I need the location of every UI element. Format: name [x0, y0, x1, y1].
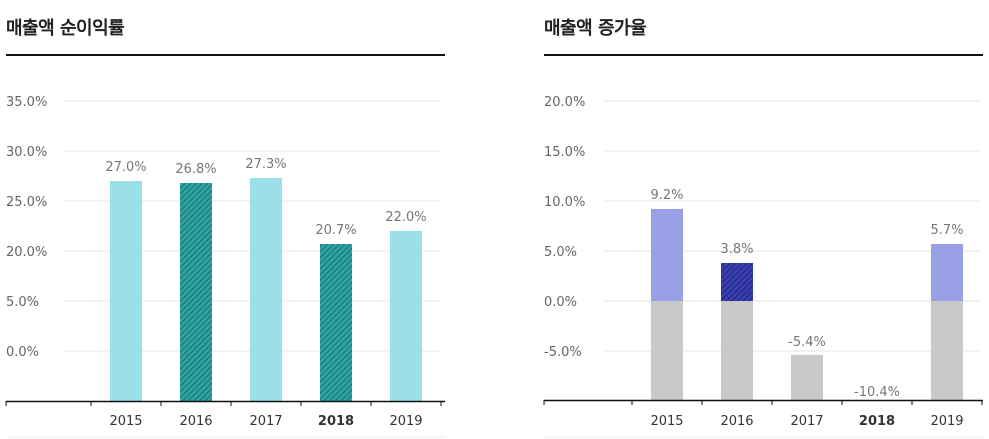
data-label: 27.0% — [105, 160, 146, 175]
data-label: -5.4% — [788, 335, 826, 350]
y-tick-label: 0.0% — [544, 295, 577, 310]
y-tick-label: 5.0% — [544, 245, 577, 260]
data-label: 9.2% — [650, 188, 683, 203]
panel-title: 매출액 증가율 — [544, 18, 647, 39]
x-tick-label: 2017 — [249, 414, 282, 429]
bar-2019 — [390, 231, 422, 401]
x-tick-label: 2019 — [930, 414, 963, 429]
title-divider — [544, 54, 983, 56]
bar-2017 — [791, 355, 823, 400]
panel-title: 매출액 순이익률 — [6, 18, 125, 39]
y-tick-label: 30.0% — [6, 145, 47, 160]
y-axis: 20.0% 15.0% 10.0% 5.0% 0.0% -5.0% — [544, 95, 980, 360]
sales-growth-panel: 매출액 증가율 20.0% 15.0% 10.0% 5.0% 0.0% -5.0% 9.2%… — [540, 0, 983, 439]
y-tick-label: 25.0% — [6, 195, 47, 210]
data-label: 27.3% — [245, 157, 286, 172]
title-divider — [6, 54, 445, 56]
data-label: -10.4% — [854, 385, 900, 400]
y-tick-label: 15.0% — [544, 145, 585, 160]
y-tick-label: 5.0% — [6, 295, 39, 310]
bar-2016 — [721, 263, 753, 301]
data-label: 20.7% — [315, 223, 356, 238]
x-axis: 2015 2016 2017 2018 2019 — [543, 399, 983, 438]
data-label: 22.0% — [385, 210, 426, 225]
bar-2018 — [320, 244, 352, 401]
x-tick-label: 2016 — [179, 414, 212, 429]
data-label: 5.7% — [930, 223, 963, 238]
y-tick-label: 35.0% — [6, 95, 47, 110]
bar-2016 — [180, 183, 212, 401]
profit-margin-panel: 매출액 순이익률 35.0% 30.0% 25.0% 20.0% 5.0% 0.0% 27.… — [0, 0, 445, 439]
bar-base-2019 — [931, 301, 963, 400]
x-axis: 2015 2016 2017 2018 2019 — [5, 400, 445, 438]
x-tick-label: 2017 — [790, 414, 823, 429]
y-tick-label: 20.0% — [6, 245, 47, 260]
x-tick-label: 2018 — [859, 414, 895, 429]
x-tick-label: 2018 — [318, 414, 354, 429]
y-tick-label: 0.0% — [6, 345, 39, 360]
x-tick-label: 2016 — [720, 414, 753, 429]
sales-growth-chart: 20.0% 15.0% 10.0% 5.0% 0.0% -5.0% 9.2% 3.8% -5.4… — [543, 95, 983, 438]
x-tick-label: 2015 — [109, 414, 142, 429]
x-tick-label: 2015 — [650, 414, 683, 429]
bar-base-2016 — [721, 301, 753, 400]
data-label: 3.8% — [720, 242, 753, 257]
bar-2017 — [250, 178, 282, 401]
y-tick-label: -5.0% — [544, 345, 582, 360]
bar-base-2015 — [651, 301, 683, 400]
bar-2015 — [110, 181, 142, 401]
y-tick-label: 10.0% — [544, 195, 585, 210]
y-tick-label: 20.0% — [544, 95, 585, 110]
bars: 27.0% 26.8% 27.3% 20.7% 22.0% — [105, 157, 427, 401]
profit-margin-chart: 35.0%30.0%25.0%20.0%5.0%0.0%27.0% 26.8% 27… — [5, 95, 445, 438]
y-axis: 35.0% 30.0% 25.0% 20.0% 5.0% 0.0% — [6, 95, 440, 360]
data-label: 26.8% — [175, 162, 216, 177]
bar-2019 — [931, 244, 963, 301]
bars: 9.2% 3.8% -5.4% -10.4% 5.7% — [650, 188, 964, 400]
bar-2015 — [651, 209, 683, 301]
x-tick-label: 2019 — [389, 414, 422, 429]
